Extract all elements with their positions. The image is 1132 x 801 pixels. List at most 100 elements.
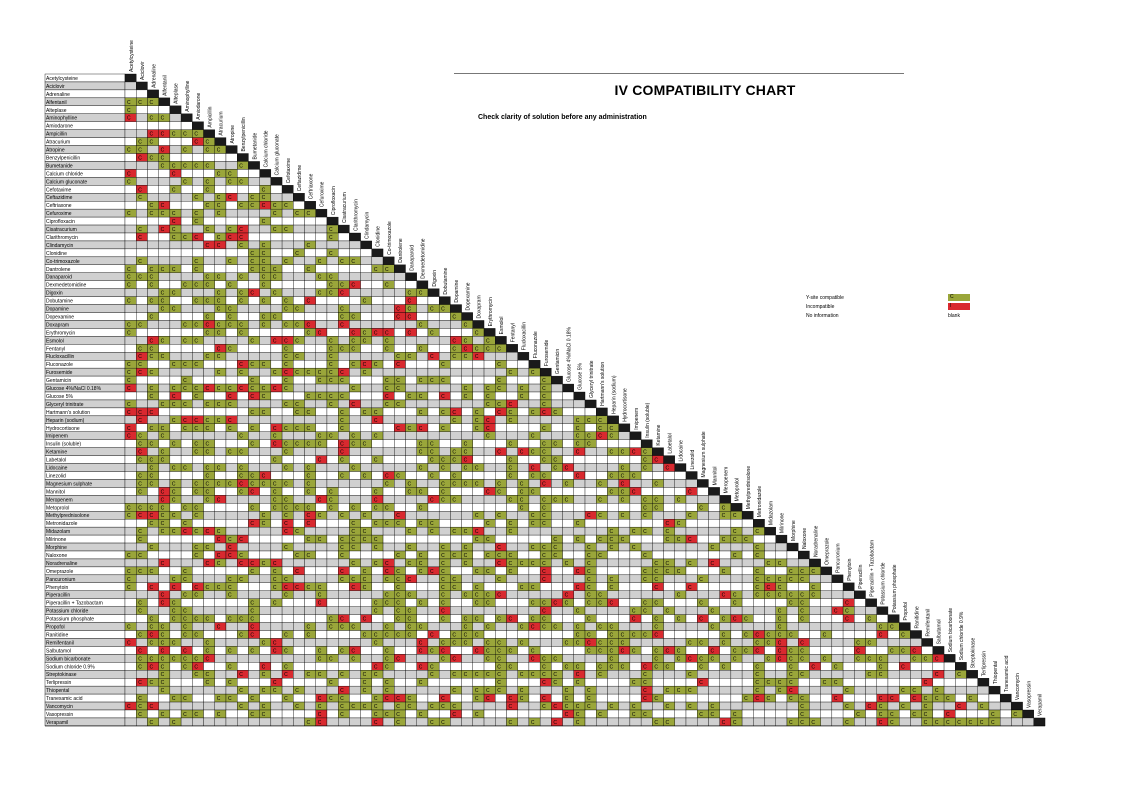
cell-mark-r74-c72: C	[924, 656, 928, 662]
cell-r69-c28	[427, 614, 440, 623]
cell-mark-r41-c36: C	[520, 394, 524, 400]
cell-mark-r47-c28: C	[430, 442, 434, 448]
cell-r43-c21	[349, 407, 361, 417]
cell-mark-r73-c8: C	[206, 648, 210, 654]
cell-r74-c46	[629, 654, 642, 663]
cell-mark-r17-c4: C	[161, 203, 165, 209]
cell-mark-r78-c32: C	[475, 688, 479, 694]
cell-mark-r35-c31: C	[464, 346, 468, 352]
cell-r42-c36	[517, 399, 530, 409]
cell-r75-c33	[483, 662, 496, 671]
cell-r75-c21	[349, 662, 361, 671]
cell-mark-r63-c3: C	[149, 569, 153, 575]
cell-mark-r30-c20: C	[340, 307, 344, 313]
cell-mark-r47-c14: C	[273, 442, 277, 448]
cell-r21-c17	[304, 232, 316, 242]
cell-r77-c44	[607, 678, 619, 687]
cell-mark-r40-c15: C	[284, 386, 288, 392]
cell-mark-r10-c6: C	[183, 148, 187, 154]
cell-r23-c4	[158, 248, 171, 258]
cell-r81-c75	[955, 709, 967, 719]
cell-r57-c56	[741, 519, 754, 528]
cell-r57-c29	[438, 519, 451, 528]
cell-r33-c25	[394, 328, 406, 337]
cell-mark-r59-c23: C	[374, 537, 378, 543]
cell-r10-c3	[147, 145, 159, 154]
cell-r28-c16	[293, 288, 305, 297]
row-label-17: Ceftriaxone	[46, 203, 72, 209]
cell-r66-c45	[618, 590, 631, 599]
cell-r42-c32	[472, 399, 485, 409]
cell-mark-r68-c65: C	[845, 609, 849, 615]
cell-mark-r81-c80: C	[1013, 712, 1017, 718]
cell-mark-r71-c56: C	[744, 632, 748, 638]
cell-mark-r63-c47: C	[643, 569, 647, 575]
cell-mark-r72-c45: C	[621, 640, 625, 646]
cell-mark-r67-c48: C	[654, 601, 658, 607]
cell-r60-c5	[169, 542, 182, 552]
cell-r40-c4	[158, 383, 171, 393]
cell-mark-r65-c51: C	[688, 585, 692, 591]
cell-r68-c58	[764, 606, 776, 615]
cell-r45-c42	[584, 423, 597, 432]
cell-r36-c12	[248, 352, 260, 361]
cell-r70-c47	[640, 622, 653, 631]
cell-mark-r55-c47: C	[643, 505, 647, 511]
cell-mark-r78-c14: C	[273, 688, 277, 694]
cell-mark-r36-c16: C	[295, 354, 299, 360]
cell-r69-c57	[753, 614, 765, 623]
cell-mark-r69-c55: C	[733, 617, 737, 623]
cell-r75-c29	[438, 662, 451, 671]
column-label-8: Ampicillin	[207, 106, 213, 127]
cell-r67-c58	[764, 598, 776, 607]
cell-r39-c37	[528, 375, 541, 385]
cell-r76-c42	[584, 670, 597, 679]
cell-r77-c30	[450, 678, 462, 687]
cell-mark-r69-c8: C	[206, 617, 210, 623]
cell-mark-r79-c48: C	[654, 696, 658, 702]
cell-mark-r80-c41: C	[576, 704, 580, 710]
cell-r76-c45	[618, 670, 631, 679]
cell-mark-r26-c9: C	[217, 275, 221, 281]
cell-r36-c5	[169, 352, 182, 361]
cell-mark-r82-c5: C	[172, 720, 176, 726]
cell-mark-r82-c28: C	[430, 720, 434, 726]
cell-r45-c2	[136, 423, 148, 432]
cell-r81-c57	[753, 709, 765, 719]
cell-mark-r63-c38: C	[542, 569, 546, 575]
cell-r45-c22	[360, 423, 373, 432]
cell-mark-r61-c1: C	[127, 553, 131, 559]
cell-mark-r50-c17: C	[307, 466, 311, 472]
cell-r11-c6	[180, 153, 193, 162]
cell-mark-r79-c38: C	[542, 696, 546, 702]
cell-mark-r67-c33: C	[486, 601, 490, 607]
cell-r66-c9	[214, 590, 227, 599]
cell-r75-c18	[315, 662, 328, 671]
cell-r69-c40	[562, 614, 574, 623]
cell-r77-c61	[798, 678, 810, 687]
cell-mark-r35-c32: C	[475, 346, 479, 352]
cell-mark-r70-c12: C	[250, 625, 254, 631]
cell-r42-c39	[551, 399, 563, 409]
cell-r31-c5	[169, 312, 182, 321]
cell-r68-c45	[618, 606, 631, 615]
cell-r43-c15	[281, 407, 294, 417]
cell-r78-c39	[551, 685, 563, 695]
cell-mark-r73-c69: C	[890, 648, 894, 654]
cell-mark-r52-c34: C	[497, 481, 501, 487]
cell-r64-c53	[708, 574, 720, 583]
cell-mark-r50-c8: C	[206, 466, 210, 472]
cell-r68-c35	[506, 606, 518, 615]
cell-r49-c43	[596, 455, 608, 464]
cell-r68-c50	[674, 606, 687, 615]
cell-mark-r37-c5: C	[172, 362, 176, 368]
cell-r19-c18	[315, 216, 328, 226]
cell-r76-c74	[943, 670, 956, 679]
cell-mark-r68-c64: C	[834, 609, 838, 615]
cell-mark-r33-c23: C	[374, 330, 378, 336]
cell-mark-r79-c26: C	[408, 696, 412, 702]
cell-r74-c11	[237, 654, 249, 663]
cell-mark-r53-c46: C	[632, 489, 636, 495]
cell-r64-c7	[192, 574, 204, 583]
cell-mark-r47-c7: C	[194, 442, 198, 448]
